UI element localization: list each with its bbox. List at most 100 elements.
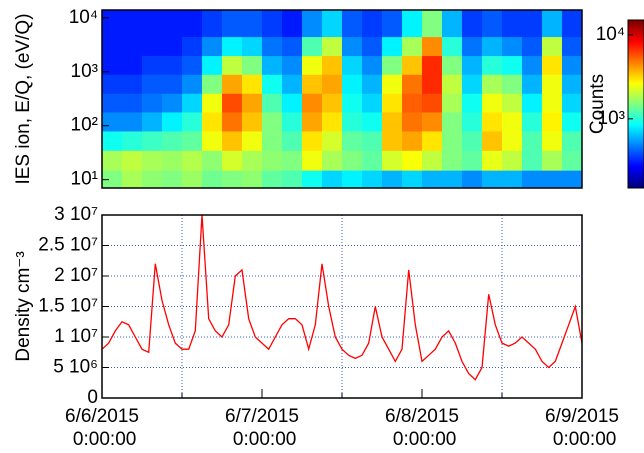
colorbar-swatch [628, 80, 644, 83]
heat-cell [262, 36, 283, 57]
colorbar-swatch [628, 40, 644, 43]
heat-cell [362, 36, 383, 57]
heat-cell [482, 55, 503, 75]
colorbar-swatch [628, 38, 644, 41]
colorbar-swatch [628, 178, 644, 181]
heat-cell [562, 130, 583, 151]
heat-cell [362, 10, 383, 38]
heat-cell [442, 36, 463, 57]
colorbar-swatch [628, 98, 644, 101]
heat-cell [382, 55, 403, 75]
heat-cell [282, 93, 303, 113]
heat-cell [242, 10, 263, 38]
heat-cell [282, 130, 303, 151]
heat-cell [502, 111, 523, 132]
heat-cell [342, 150, 363, 171]
heat-cell [522, 93, 543, 113]
heat-cell [302, 150, 323, 171]
spectrogram-panel: 10¹ 10² 10³ 10⁴ IES ion, E/Q, (eV/Q) 10³ 10⁴ Co… [13, 7, 644, 190]
colorbar-swatch [628, 116, 644, 119]
heat-cell [282, 74, 303, 94]
colorbar-swatch [628, 50, 644, 53]
heat-cell [502, 55, 523, 75]
heat-cell [242, 55, 263, 75]
heat-cell [302, 111, 323, 132]
heat-cell [482, 130, 503, 151]
heat-cell [102, 93, 123, 113]
heat-cell [422, 93, 443, 113]
colorbar-swatch [628, 52, 644, 55]
heat-cell [102, 150, 123, 171]
heat-cell [322, 130, 343, 151]
heat-cell [542, 170, 563, 189]
density-line [101, 214, 583, 381]
heat-cell [142, 150, 163, 171]
heat-cell [542, 130, 563, 151]
heat-cell [522, 150, 543, 171]
heat-cell [182, 170, 203, 189]
heat-cell [222, 74, 243, 94]
colorbar-swatch [628, 48, 644, 51]
heat-cell [142, 130, 163, 151]
colorbar-swatch [628, 68, 644, 71]
y-tick-label: 1.5 10⁷ [38, 296, 98, 317]
heat-cell [102, 36, 123, 57]
heat-cell [162, 93, 183, 113]
heat-cell [322, 36, 343, 57]
heat-cell [402, 36, 423, 57]
colorbar-swatch [628, 86, 644, 89]
heat-cell [562, 111, 583, 132]
heat-cell [422, 150, 443, 171]
heat-cell [342, 74, 363, 94]
colorbar-frame [627, 19, 644, 189]
heat-cell [102, 130, 123, 151]
heat-cell [322, 111, 343, 132]
heat-cell [202, 93, 223, 113]
heat-cell [162, 130, 183, 151]
colorbar-swatch [628, 164, 644, 167]
y-tick-label: 10¹ [71, 169, 98, 190]
heat-cell [462, 130, 483, 151]
heat-cell [142, 111, 163, 132]
heat-cell [382, 10, 403, 38]
heat-cell [262, 10, 283, 38]
heat-cell [442, 74, 463, 94]
heat-cell [242, 170, 263, 189]
y-tick-label: 5 10⁶ [53, 357, 98, 378]
heat-cell [222, 10, 243, 38]
colorbar-swatch [628, 26, 644, 29]
colorbar-swatch [628, 168, 644, 171]
colorbar-swatch [628, 176, 644, 179]
heat-cell [502, 10, 523, 38]
heat-cell [242, 111, 263, 132]
heat-cell [382, 111, 403, 132]
colorbar-swatch [628, 140, 644, 143]
colorbar-swatch [628, 44, 644, 47]
heat-cell [402, 130, 423, 151]
colorbar-swatch [628, 154, 644, 157]
colorbar-swatch [628, 100, 644, 103]
colorbar-swatch [628, 138, 644, 141]
colorbar-swatch [628, 104, 644, 107]
heat-cell [462, 74, 483, 94]
heat-cell [142, 10, 163, 38]
colorbar-swatch [628, 182, 644, 185]
heat-cell [542, 55, 563, 75]
heat-cell [522, 170, 543, 189]
heat-cell [322, 10, 343, 38]
colorbar-swatch [628, 172, 644, 175]
heat-cell [342, 55, 363, 75]
x-tick-label-line: 0:00:00 [548, 429, 617, 450]
heat-cell [302, 36, 323, 57]
colorbar-tick-label: 10³ [598, 108, 625, 129]
heat-cell [462, 36, 483, 57]
heat-cell [362, 93, 383, 113]
heat-cell [182, 93, 203, 113]
heat-cell [102, 170, 123, 189]
heat-cell [162, 170, 183, 189]
heat-cell [162, 150, 183, 171]
y-tick-label: 2 10⁷ [54, 265, 98, 286]
heat-cell [342, 170, 363, 189]
heat-cell [242, 74, 263, 94]
heat-cell [542, 111, 563, 132]
